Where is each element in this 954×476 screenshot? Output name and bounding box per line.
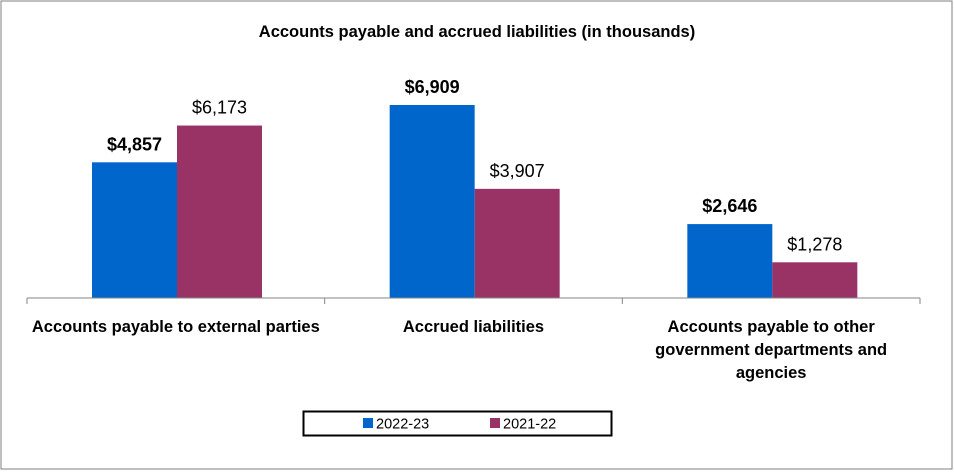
legend-label: 2021-22 [503, 417, 556, 433]
category-label: Accounts payable to external parties [31, 318, 320, 336]
legend [302, 410, 613, 437]
bar [474, 188, 560, 298]
data-label: $1,278 [787, 234, 842, 254]
data-label: $4,857 [107, 134, 162, 154]
bar [772, 262, 858, 298]
data-label: $2,646 [702, 196, 757, 216]
chart-title: Accounts payable and accrued liabilities… [259, 23, 695, 41]
bar [177, 125, 262, 298]
data-label: $6,909 [405, 77, 460, 97]
category-label: Accrued liabilities [402, 318, 545, 336]
bar [687, 224, 773, 298]
legend-swatch [363, 418, 373, 428]
data-label: $3,907 [490, 161, 545, 181]
legend-swatch [490, 418, 500, 428]
bar [389, 104, 475, 298]
legend-label: 2022-23 [376, 417, 429, 433]
bar [92, 162, 177, 298]
data-label: $6,173 [192, 98, 247, 118]
category-label: Accounts payable to other government dep… [655, 318, 888, 382]
